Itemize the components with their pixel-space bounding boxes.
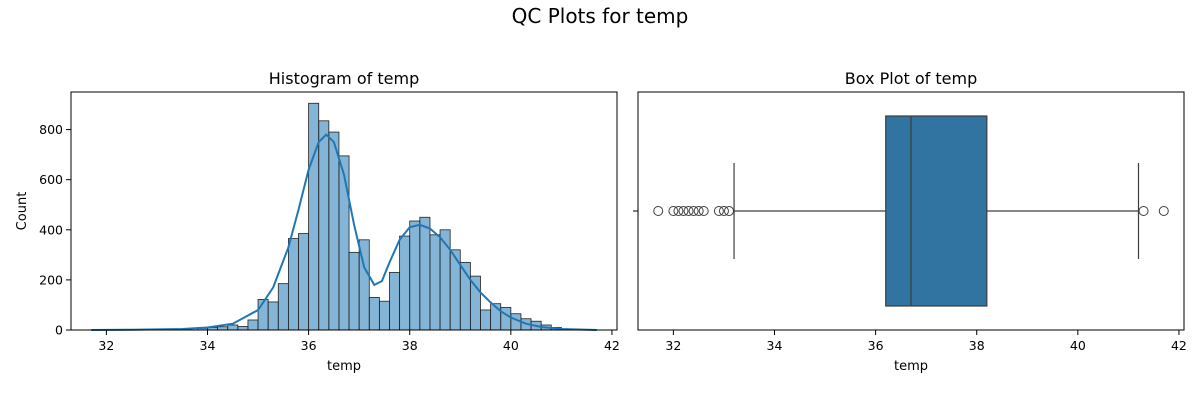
boxplot-title: Box Plot of temp bbox=[845, 69, 977, 88]
histogram-bar bbox=[419, 216, 431, 331]
histogram-bar bbox=[469, 275, 481, 331]
boxplot-xlabel: temp bbox=[894, 359, 928, 374]
boxplot-outlier bbox=[668, 206, 679, 216]
histogram-bar bbox=[287, 238, 299, 331]
boxplot-outlier bbox=[698, 206, 709, 216]
histogram-bar bbox=[237, 326, 249, 331]
boxplot-outlier bbox=[688, 206, 699, 216]
histogram-bar bbox=[480, 309, 492, 331]
histogram-bar bbox=[338, 155, 350, 331]
histogram-y-tick-label: 0 bbox=[55, 323, 63, 338]
boxplot-outlier bbox=[724, 206, 734, 216]
histogram-kde-line bbox=[91, 133, 597, 331]
boxplot-x-tick-label: 34 bbox=[767, 338, 783, 353]
histogram-x-tick-label: 40 bbox=[503, 338, 519, 353]
histogram-bar bbox=[368, 297, 380, 331]
histogram-title: Histogram of temp bbox=[269, 69, 419, 88]
boxplot-x-ticks: 32 34 36 38 40 42 bbox=[665, 330, 1187, 353]
histogram-y-tick-label: 800 bbox=[39, 122, 63, 137]
boxplot-x-tick-label: 40 bbox=[1070, 338, 1086, 353]
boxplot-outlier bbox=[653, 206, 664, 216]
histogram-bar bbox=[399, 235, 411, 331]
histogram-ylabel: Count bbox=[15, 192, 30, 231]
histogram-x-ticks: 32 34 36 38 40 42 bbox=[98, 330, 620, 353]
boxplot-outlier bbox=[693, 206, 704, 216]
boxplot-x-tick-label: 36 bbox=[868, 338, 884, 353]
histogram-bar bbox=[500, 307, 512, 331]
boxplot-outlier bbox=[1158, 206, 1169, 216]
histogram-bar bbox=[308, 102, 320, 331]
boxplot-outlier bbox=[673, 206, 684, 216]
boxplot-outlier bbox=[718, 206, 729, 216]
histogram-x-tick-label: 36 bbox=[301, 338, 317, 353]
boxplot-x-tick-label: 42 bbox=[1171, 338, 1187, 353]
histogram-xlabel: temp bbox=[327, 359, 361, 374]
histogram-bar bbox=[298, 233, 310, 331]
histogram-x-tick-label: 34 bbox=[200, 338, 216, 353]
histogram-x-tick-label: 32 bbox=[98, 338, 114, 353]
histogram-x-tick-label: 38 bbox=[402, 338, 418, 353]
histogram-bar bbox=[378, 300, 390, 331]
histogram-panel: Histogram of temp 32 34 36 38 40 42 0 200 400 60… bbox=[15, 69, 620, 374]
boxplot-outlier bbox=[1138, 206, 1149, 216]
boxplot-outlier bbox=[678, 206, 689, 216]
histogram-bar bbox=[409, 220, 421, 331]
boxplot-outlier bbox=[713, 206, 724, 216]
histogram-y-tick-label: 200 bbox=[39, 272, 63, 287]
histogram-x-tick-label: 42 bbox=[604, 338, 620, 353]
boxplot-marks bbox=[653, 115, 1169, 307]
boxplot-outlier bbox=[683, 206, 694, 216]
figure-suptitle: QC Plots for temp bbox=[512, 4, 689, 28]
histogram-bar bbox=[429, 234, 441, 331]
histogram-bar bbox=[277, 283, 289, 331]
boxplot-x-tick-label: 38 bbox=[969, 338, 985, 353]
histogram-y-tick-label: 600 bbox=[39, 172, 63, 187]
histogram-bar bbox=[389, 271, 401, 331]
histogram-bars bbox=[196, 102, 562, 331]
boxplot-x-tick-label: 32 bbox=[665, 338, 681, 353]
histogram-bar bbox=[348, 251, 360, 331]
histogram-bar bbox=[247, 319, 259, 331]
histogram-bar bbox=[328, 131, 340, 331]
histogram-bar bbox=[227, 324, 239, 331]
histogram-y-ticks: 0 200 400 600 800 bbox=[39, 122, 71, 338]
boxplot-panel: Box Plot of temp 32 34 36 38 40 42 temp bbox=[633, 69, 1187, 374]
histogram-bar bbox=[318, 120, 330, 331]
histogram-axes-frame bbox=[70, 91, 618, 331]
histogram-bar bbox=[267, 301, 279, 331]
histogram-y-tick-label: 400 bbox=[39, 222, 63, 237]
boxplot-box bbox=[885, 115, 988, 307]
